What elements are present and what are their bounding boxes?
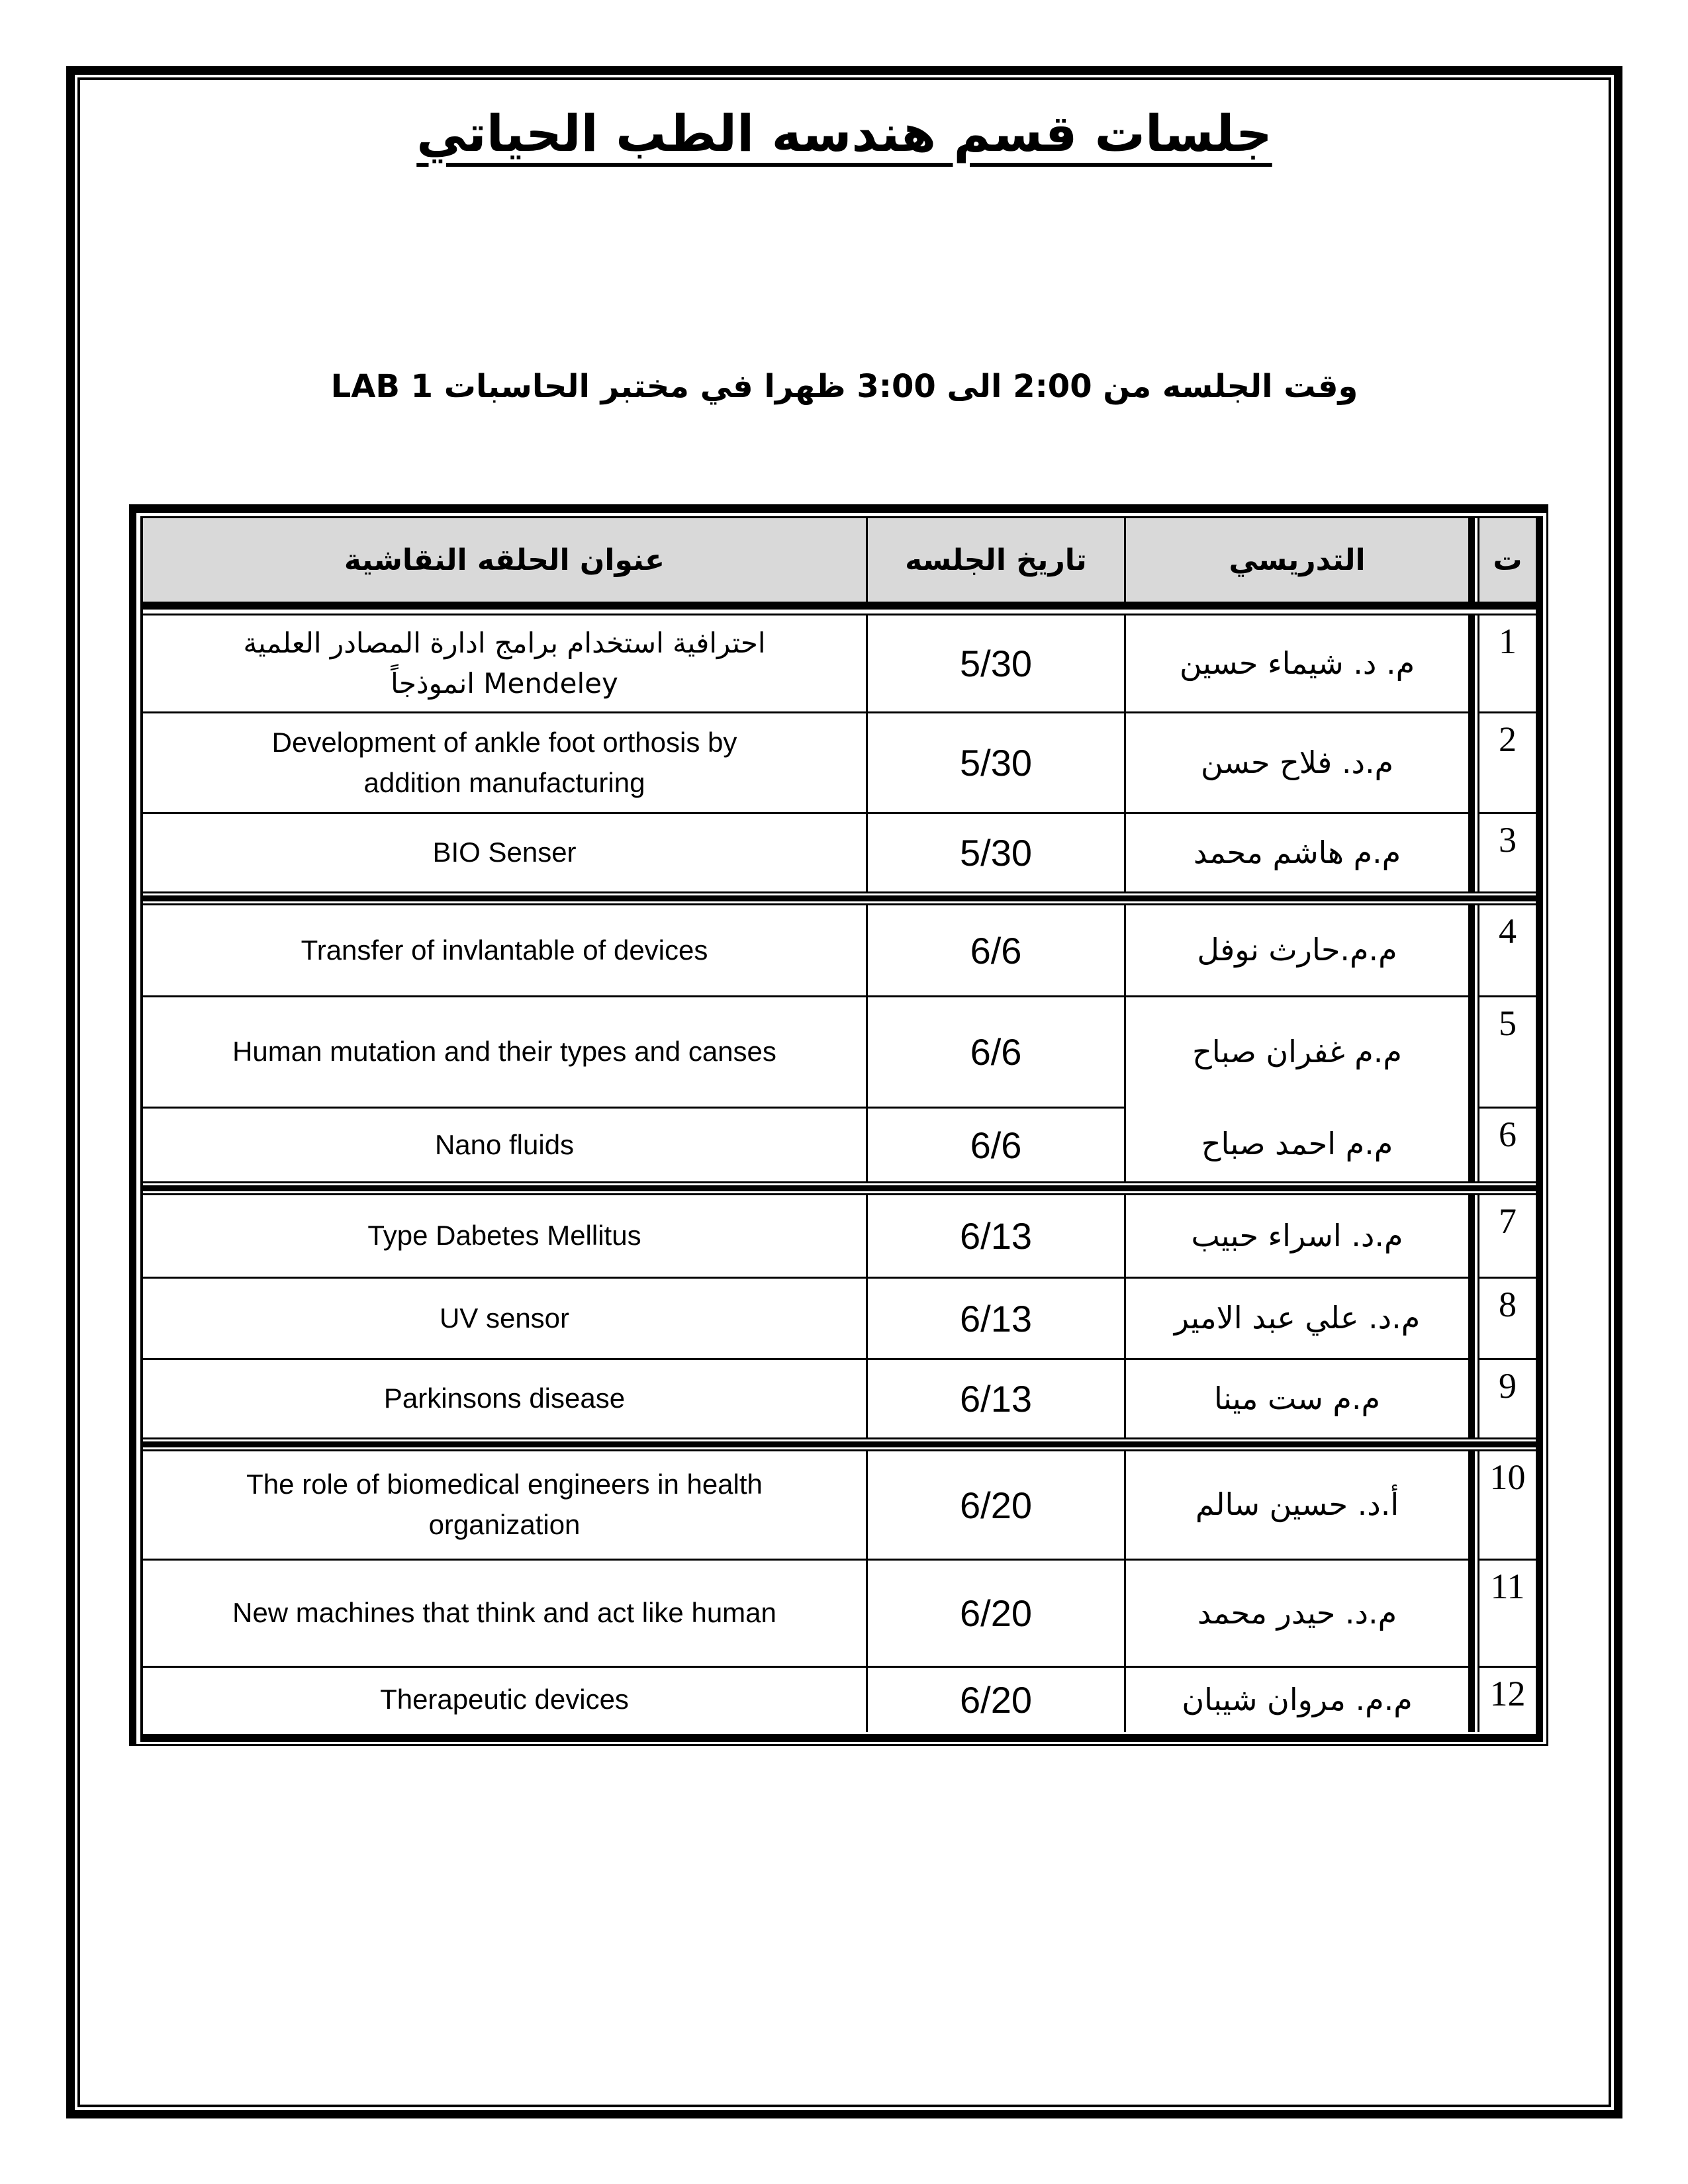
row-title: The role of biomedical engineers in heal… — [246, 1469, 763, 1540]
group-divider — [143, 1437, 1536, 1451]
row-date: 6/13 — [866, 1277, 1124, 1358]
column-divider — [1468, 1451, 1479, 1732]
table-border-inner: عنوان الحلقه النقاشية تاريخ الجلسه التدر… — [140, 516, 1543, 1742]
row-date: 5/30 — [866, 812, 1124, 891]
row-instructor: م.م غفران صباح — [1192, 1033, 1402, 1069]
row-number: 9 — [1479, 1358, 1536, 1437]
row-number: 7 — [1499, 1201, 1517, 1241]
row-date: 6/13 — [866, 1195, 1124, 1277]
row-instructor: م.م. مروان شيبان — [1124, 1666, 1468, 1732]
header-instructor: التدريسي — [1124, 518, 1468, 602]
row-instructor: م.د. حيدر محمد — [1124, 1559, 1468, 1666]
row-title: BIO Senser — [143, 812, 866, 891]
row-number: 8 — [1479, 1277, 1536, 1358]
row-date: 6/6 — [866, 905, 1124, 995]
page-subtitle: وقت الجلسه من 2:00 الى 3:00 ظهرا في مختب… — [330, 368, 1358, 405]
row-title: New machines that think and act like hum… — [143, 1559, 866, 1666]
row-date: 5/30 — [866, 615, 1124, 711]
column-divider — [1468, 615, 1479, 891]
row-date: 5/30 — [866, 711, 1124, 812]
row-number: 3 — [1479, 812, 1536, 891]
row-date: 6/20 — [866, 1451, 1124, 1559]
row-title: Parkinsons disease — [143, 1358, 866, 1437]
row-date: 6/13 — [866, 1358, 1124, 1437]
row-number: 12 — [1479, 1666, 1536, 1732]
row-instructor: م.د. علي عبد الامير — [1124, 1277, 1468, 1358]
row-number: 2 — [1479, 711, 1536, 812]
group-divider — [143, 891, 1536, 905]
row-title: احترافية استخدام برامج ادارة المصادر الع… — [243, 626, 766, 700]
row-number: 1 — [1499, 621, 1517, 661]
row-instructor: م.م.حارث نوفل — [1124, 905, 1468, 995]
row-title: Development of ankle foot orthosis by ad… — [143, 711, 866, 812]
row-number: 11 — [1479, 1559, 1536, 1666]
row-instructor: م.د. اسراء حبيب — [1124, 1195, 1468, 1277]
row-instructor: م.م هاشم محمد — [1124, 812, 1468, 891]
row-number: 6 — [1479, 1107, 1536, 1181]
row-title: Nano fluids — [143, 1107, 866, 1181]
group-divider — [143, 602, 1536, 615]
column-divider — [1468, 518, 1479, 602]
page-border-inner: جلسات قسم هندسه الطب الحياتي وقت الجلسه … — [77, 77, 1611, 2107]
column-divider — [1468, 1195, 1479, 1437]
row-number: 10 — [1489, 1457, 1526, 1497]
page-border: جلسات قسم هندسه الطب الحياتي وقت الجلسه … — [66, 66, 1622, 2118]
row-date: 6/6 — [866, 1107, 1124, 1181]
row-date: 6/6 — [866, 995, 1124, 1107]
row-instructor: م. د. شيماء حسين — [1124, 615, 1468, 711]
row-title: Therapeutic devices — [143, 1666, 866, 1732]
row-title: UV sensor — [143, 1277, 866, 1358]
row-instructor: م.د. فلاح حسن — [1124, 711, 1468, 812]
row-instructor: م.م احمد صباح — [1201, 1125, 1393, 1161]
row-instructor: م.م ست مينا — [1124, 1358, 1468, 1437]
table-border: عنوان الحلقه النقاشية تاريخ الجلسه التدر… — [129, 504, 1548, 1746]
header-no: ت — [1479, 518, 1536, 602]
column-divider — [1468, 905, 1479, 1181]
row-instructor-merged: م.م غفران صباح م.م احمد صباح — [1124, 995, 1468, 1181]
row-date: 6/20 — [866, 1666, 1124, 1732]
row-instructor: أ.د. حسين سالم — [1124, 1451, 1468, 1559]
row-number: 5 — [1479, 995, 1536, 1107]
row-title: Human mutation and their types and canse… — [143, 995, 866, 1107]
row-title: Type Dabetes Mellitus — [367, 1220, 641, 1251]
page-title: جلسات قسم هندسه الطب الحياتي — [416, 104, 1272, 163]
row-title: Transfer of invlantable of devices — [301, 934, 708, 966]
row-date: 6/20 — [866, 1559, 1124, 1666]
header-title: عنوان الحلقه النقاشية — [143, 518, 866, 602]
group-divider — [143, 1181, 1536, 1195]
row-number: 4 — [1499, 911, 1517, 951]
header-date: تاريخ الجلسه — [866, 518, 1124, 602]
sessions-table: عنوان الحلقه النقاشية تاريخ الجلسه التدر… — [143, 518, 1536, 1732]
